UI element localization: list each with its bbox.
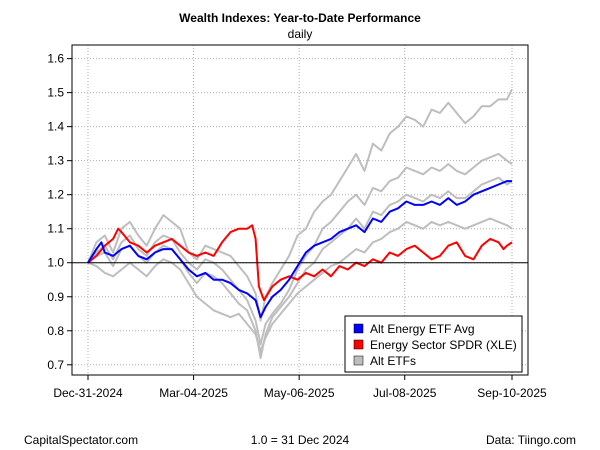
series-line-alt-energy-etf-avg (87, 180, 512, 319)
legend-box (344, 315, 523, 373)
legend-swatch-alt-etfs (353, 355, 364, 366)
legend-label-alt-etfs: Alt ETFs (370, 354, 416, 368)
footer-source: CapitalSpectator.com (24, 433, 138, 447)
y-tick-label: 1.5 (47, 86, 64, 100)
series-line-energy-sector-spdr-xle (87, 224, 513, 302)
x-tick-label: May-06-2025 (264, 386, 335, 400)
footer-data: Data: Tiingo.com (486, 433, 576, 447)
y-tick-label: 1.4 (47, 120, 64, 134)
legend-swatch-xle (353, 339, 364, 350)
y-tick-label: 1.1 (47, 222, 64, 236)
series-line-alt-etfs (87, 176, 513, 359)
chart-subtitle: daily (288, 27, 313, 41)
series-line-alt-etfs (87, 152, 513, 346)
y-tick-label: 1.2 (47, 188, 64, 202)
legend-label-alt-energy: Alt Energy ETF Avg (370, 322, 475, 336)
y-tick-label: 0.7 (47, 358, 64, 372)
legend-swatch-alt-energy (353, 323, 364, 334)
x-axis: Dec-31-2024 Mar-04-2025 May-06-2025 Jul-08-… (53, 375, 547, 400)
x-tick-label: Mar-04-2025 (159, 386, 228, 400)
chart-title: Wealth Indexes: Year-to-Date Performance (179, 11, 421, 25)
series-group (87, 88, 513, 359)
series-line-alt-etfs (87, 88, 513, 322)
x-tick-label: Jul-08-2025 (373, 386, 437, 400)
legend-label-xle: Energy Sector SPDR (XLE) (370, 338, 517, 352)
y-tick-label: 1.6 (47, 52, 64, 66)
y-axis: 0.7 0.8 0.9 1.0 1.1 1.2 1.3 1.4 1.5 1.6 (47, 52, 72, 372)
plot-frame (71, 44, 529, 376)
series-line-alt-etfs (87, 217, 513, 353)
legend: Alt Energy ETF Avg Energy Sector SPDR (X… (344, 315, 523, 373)
y-tick-label: 1.3 (47, 154, 64, 168)
x-tick-label: Sep-10-2025 (477, 386, 547, 400)
footer-note: 1.0 = 31 Dec 2024 (251, 433, 350, 447)
y-tick-label: 1.0 (47, 256, 64, 270)
y-tick-label: 0.9 (47, 290, 64, 304)
x-tick-label: Dec-31-2024 (53, 386, 123, 400)
y-tick-label: 0.8 (47, 324, 64, 338)
